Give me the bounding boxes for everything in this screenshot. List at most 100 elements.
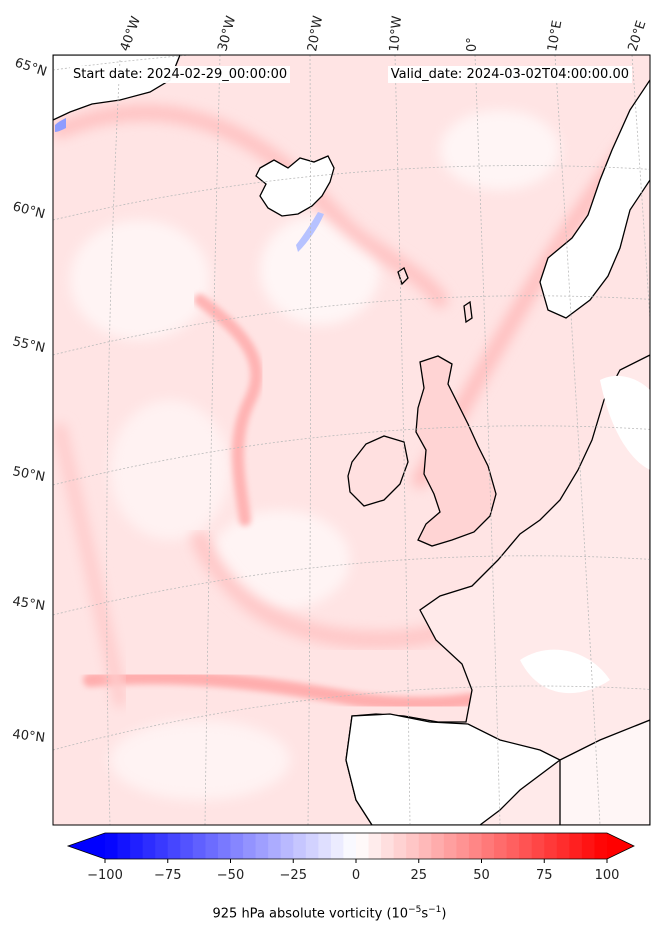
colorbar-tick-label: 50 [473,868,490,883]
lat-label: 40°N [12,727,46,746]
colorbar-segment [130,833,144,859]
colorbar-segment [192,833,206,859]
valid-date-label: Valid_date: 2024-03-02T04:00:00.00 [387,66,632,83]
colorbar-segment [368,833,382,859]
lon-label: 10°W [387,15,405,52]
colorbar-tick-label: −25 [280,868,307,883]
colorbar-segment [230,833,244,859]
meridian-20w [307,55,312,825]
vorticity-band-south [83,670,477,711]
meridian-10w [394,55,411,825]
parallel-40n [53,685,650,751]
start-date-label: Start date: 2024-02-29_00:00:00 [70,66,291,83]
colorbar-segment [255,833,269,859]
map-frame [52,54,651,826]
parallel-65n [53,55,196,71]
latitude-labels: 65°N 60°N 55°N 50°N 45°N 40°N [11,56,49,746]
colorbar-tick-label: 25 [410,868,427,883]
colorbar-ticks: −100 −75 −50 −25 0 25 50 75 100 [87,859,619,883]
lon-label: 10°E [545,19,565,52]
iceland-coast [255,155,335,217]
meridian-10e [554,55,601,825]
scandinavia-coast [539,78,650,319]
meridian-30w [204,55,221,825]
colorbar-segment [544,833,558,859]
great-britain-coast [415,355,497,547]
colorbar-title-exponent: −1 [428,905,442,915]
parallel-50n [53,425,650,486]
colorbar-segment [117,833,131,859]
colorbar-segment [217,833,231,859]
ireland-coast [347,435,409,507]
colorbar-segment [569,833,583,859]
lat-label: 65°N [13,56,49,80]
parallel-45n [53,555,650,616]
lat-label: 50°N [11,464,46,485]
meridian-40w [106,59,121,825]
colorbar-segment [180,833,194,859]
colorbar-tick-label: 0 [352,868,360,883]
colorbar-segment [343,833,357,859]
lat-label: 45°N [11,594,46,614]
lon-label: 30°W [215,14,239,53]
colorbar-segment [581,833,595,859]
colorbar-tick-label: −100 [87,868,123,883]
colorbar-title-unit: s [421,906,429,922]
negative-vorticity-patch-greenland [55,118,66,132]
negative-vorticity-patch-iceland [296,212,324,252]
colorbar-segment [205,833,219,859]
colorbar-segment [293,833,307,859]
parallel-55n [53,295,650,356]
colorbar-title-text: 925 hPa absolute vorticity (10 [212,906,409,922]
colorbar-title: 925 hPa absolute vorticity (10−5s−1) [0,905,659,921]
map-panel [53,55,650,825]
colorbar-segment [556,833,570,859]
colorbar-tick-label: 100 [595,868,620,883]
colorbar-segment [594,833,608,859]
colorbar-segment [531,833,545,859]
colorbar-segment [318,833,332,859]
vorticity-band-ridge [194,294,263,526]
meridian-20e [631,55,650,326]
colorbar-segment [506,833,520,859]
parallel-60n [53,165,650,221]
colorbar-segment [406,833,420,859]
colorbar: −100 −75 −50 −25 0 25 50 75 100 [66,832,635,883]
graticule [53,55,650,825]
lon-label: 0° [465,37,480,52]
colorbar-title-end: ) [441,906,447,922]
colorbar-segment [418,833,432,859]
colorbar-segment [243,833,257,859]
north-africa-coast [559,719,650,825]
colorbar-segment [468,833,482,859]
colorbar-segment [105,833,119,859]
colorbar-min-extension [68,833,105,859]
colorbar-tick-label: 75 [536,868,553,883]
colorbar-segment [155,833,169,859]
colorbar-segment [142,833,156,859]
colorbar-segment [356,833,370,859]
shetland-islands [463,300,473,324]
lat-label: 60°N [11,199,47,222]
colorbar-segments [105,833,608,859]
longitude-labels: 40°W 30°W 20°W 10°W 0° 10°E 20°E [118,14,650,53]
lat-label: 55°N [11,334,46,356]
colorbar-segment [456,833,470,859]
colorbar-segment [519,833,533,859]
colorbar-segment [305,833,319,859]
low-vorticity-land-patches [370,375,650,789]
colorbar-segment [443,833,457,859]
colorbar-segment [431,833,445,859]
colorbar-segment [280,833,294,859]
meridian-0 [474,55,501,825]
colorbar-segment [494,833,508,859]
colorbar-segment [481,833,495,859]
colorbar-title-exponent: −5 [408,905,422,915]
lon-label: 40°W [118,14,144,53]
colorbar-segment [330,833,344,859]
colorbar-tick-label: −75 [154,868,181,883]
colorbar-segment [381,833,395,859]
colorbar-segment [167,833,181,859]
vorticity-band-west [53,423,127,707]
